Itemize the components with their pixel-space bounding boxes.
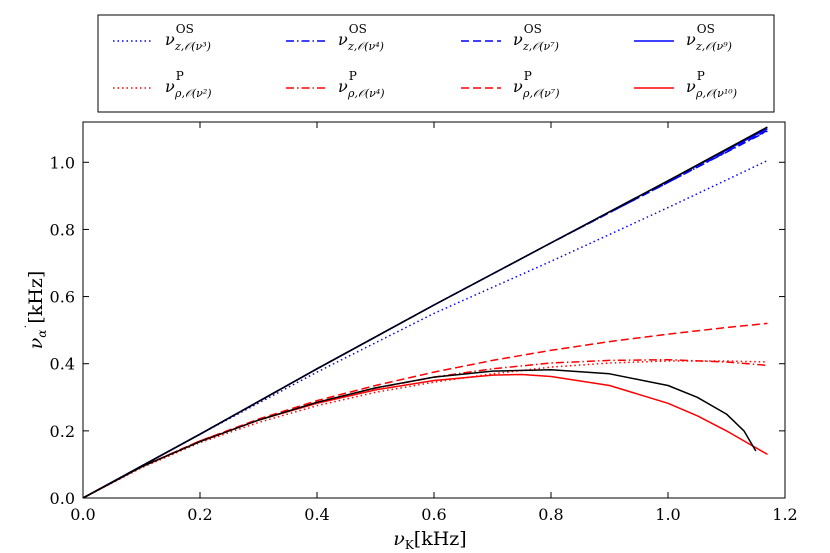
series-line-10	[83, 369, 757, 498]
legend-frame	[97, 14, 775, 113]
x-tick-label: 0.6	[421, 505, 446, 524]
y-tick-label: 0.2	[50, 422, 75, 441]
legend-label: νOS z,𝒪(ν³)	[165, 22, 211, 53]
series-line-6	[83, 358, 768, 498]
y-tick-label: 0.6	[50, 288, 75, 307]
plot-lines	[83, 126, 768, 498]
y-tick-label: 0.4	[50, 355, 75, 374]
x-tick-label: 0.0	[70, 505, 95, 524]
y-tick-label: 0.0	[50, 489, 75, 508]
legend-label: νOS z,𝒪(ν⁷)	[513, 22, 559, 53]
plot-frame	[82, 121, 786, 499]
legend: νOS z,𝒪(ν³) νOS z,𝒪(ν⁴) νOS z,𝒪(ν⁷) νOS z,𝒪(ν⁹)…	[97, 14, 775, 113]
axis-ticks: 0.0 0.2 0.4 0.6 0.8 1.0 1.2 0.0 0.2 0.4 0.6 0.8 1.0	[50, 122, 798, 524]
legend-label: νP ρ,𝒪(ν¹⁰)	[686, 69, 737, 100]
series-line-8	[83, 373, 768, 498]
x-tick-label: 0.4	[304, 505, 329, 524]
legend-label: νP ρ,𝒪(ν²)	[165, 69, 212, 100]
x-tick-label: 0.2	[187, 505, 212, 524]
x-axis-label: νK[kHz]	[393, 528, 466, 552]
legend-label: νOS z,𝒪(ν⁴)	[338, 22, 384, 53]
x-tick-label: 0.8	[538, 505, 563, 524]
y-tick-label: 1.0	[50, 153, 75, 172]
series-line-2	[83, 130, 768, 498]
y-axis-label: να˙[kHz]	[23, 271, 49, 350]
series-line-7	[83, 322, 768, 498]
series-line-9	[83, 126, 768, 498]
legend-label: νP ρ,𝒪(ν⁷)	[513, 69, 560, 100]
x-tick-label: 1.0	[655, 505, 680, 524]
legend-label: νP ρ,𝒪(ν⁴)	[338, 69, 385, 100]
y-tick-label: 0.8	[50, 220, 75, 239]
x-tick-label: 1.2	[772, 505, 797, 524]
series-line-1	[83, 159, 768, 498]
legend-label: νOS z,𝒪(ν⁹)	[686, 22, 732, 53]
